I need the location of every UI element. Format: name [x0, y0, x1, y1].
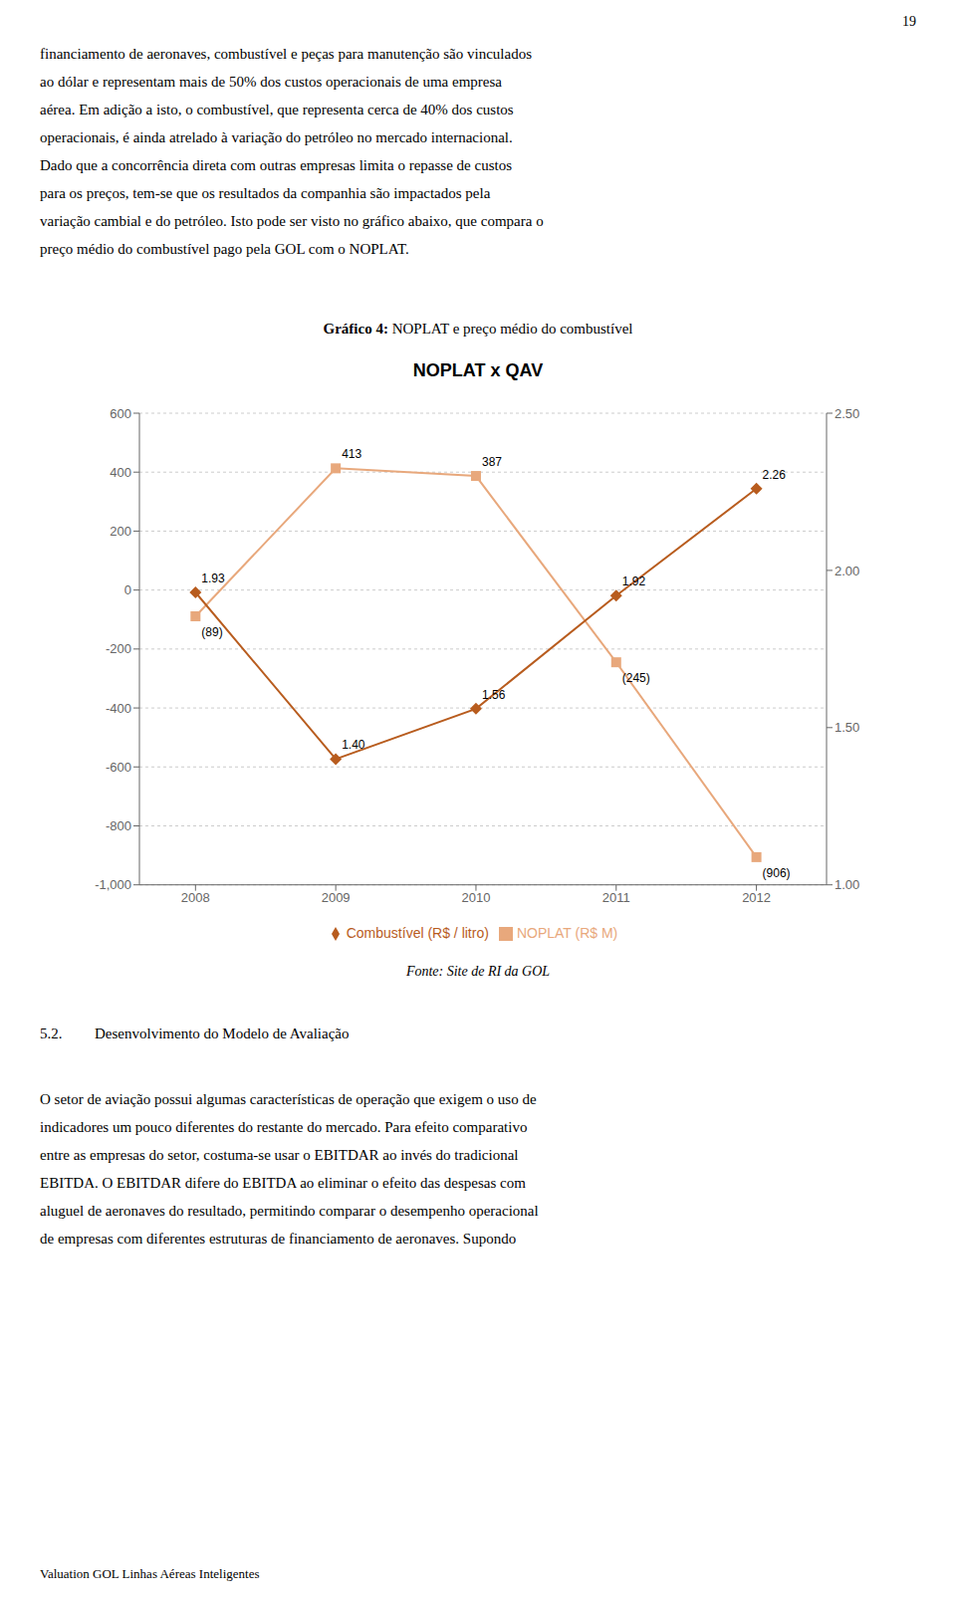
svg-text:2010: 2010 — [461, 890, 490, 906]
html-text:variação cambial e do petróleo: variação cambial e do petróleo. Isto pod… — [39, 213, 544, 230]
html-text:Combustível (R$ / litro): Combustível (R$ / litro) — [346, 924, 489, 941]
svg-text:-600: -600 — [105, 759, 132, 775]
svg-text:1.92: 1.92 — [622, 574, 647, 589]
svg-text:200: 200 — [109, 523, 132, 539]
svg-text:2.26: 2.26 — [762, 468, 787, 482]
svg-text:-400: -400 — [105, 701, 132, 717]
svg-text:387: 387 — [481, 455, 502, 470]
html-text:Desenvolvimento do Modelo de A: Desenvolvimento do Modelo de Avaliação — [94, 1025, 350, 1042]
svg-text:(245): (245) — [622, 671, 651, 686]
svg-text:413: 413 — [341, 447, 362, 462]
html-text:entre as empresas do setor, co: entre as empresas do setor, costuma-se u… — [39, 1147, 519, 1164]
svg-text:1.93: 1.93 — [201, 571, 226, 586]
svg-text:1.40: 1.40 — [341, 737, 366, 752]
svg-text:600: 600 — [109, 406, 132, 422]
svg-text:-800: -800 — [105, 818, 132, 834]
html-text:NOPLAT (R$ M): NOPLAT (R$ M) — [516, 924, 618, 941]
svg-text:2008: 2008 — [181, 890, 211, 906]
svg-text:0: 0 — [124, 582, 132, 598]
svg-text:2011: 2011 — [602, 890, 631, 906]
svg-text:1.56: 1.56 — [481, 688, 506, 703]
svg-text:-200: -200 — [105, 641, 132, 657]
svg-text:1.00: 1.00 — [834, 877, 860, 893]
html-text:aérea. Em adição a isto, o com: aérea. Em adição a isto, o combustível, … — [39, 101, 514, 118]
svg-text:-1,000: -1,000 — [94, 877, 132, 893]
svg-text:400: 400 — [109, 465, 132, 480]
html-text:Dado que a concorrência direta: Dado que a concorrência direta com outra… — [39, 157, 512, 174]
html-text:O setor de aviação possui algu: O setor de aviação possui algumas caract… — [39, 1091, 537, 1108]
html-text:19: 19 — [902, 13, 917, 29]
svg-text:(906): (906) — [762, 866, 791, 881]
html-text:NOPLAT x QAV: NOPLAT x QAV — [413, 360, 543, 381]
html-text:operacionais, é ainda atrelado: operacionais, é ainda atrelado à variaçã… — [39, 129, 513, 146]
html-text:de empresas com diferentes est: de empresas com diferentes estruturas de… — [39, 1230, 517, 1247]
html-text:Gráfico 4: NOPLAT e preço médi: Gráfico 4: NOPLAT e preço médio do combu… — [323, 320, 633, 337]
svg-text:2012: 2012 — [741, 890, 771, 906]
html-text:aluguel de aeronaves do result: aluguel de aeronaves do resultado, permi… — [39, 1202, 539, 1219]
html-text:preço médio do combustível pag: preço médio do combustível pago pela GOL… — [39, 240, 410, 257]
svg-text:(89): (89) — [201, 625, 223, 640]
html-text:Fonte: Site de RI da GOL: Fonte: Site de RI da GOL — [406, 963, 550, 979]
html-text:EBITDA. O EBITDAR difere do EB: EBITDA. O EBITDAR difere do EBITDA ao el… — [39, 1175, 526, 1192]
svg-text:2.00: 2.00 — [834, 563, 860, 579]
html-text:indicadores um pouco diferente: indicadores um pouco diferentes do resta… — [39, 1119, 528, 1136]
html-text:para os preços, tem-se que os: para os preços, tem-se que os resultados… — [39, 185, 491, 202]
html-text:financiamento de aeronaves, co: financiamento de aeronaves, combustível … — [39, 45, 532, 62]
svg-text:2.50: 2.50 — [834, 406, 860, 422]
svg-text:1.50: 1.50 — [834, 719, 860, 735]
html-text:ao dólar e representam mais de: ao dólar e representam mais de 50% dos c… — [39, 73, 502, 90]
html-text:5.2.: 5.2. — [39, 1025, 63, 1042]
svg-text:2009: 2009 — [321, 890, 351, 906]
html-text:Valuation GOL Linhas Aéreas In: Valuation GOL Linhas Aéreas Inteligentes — [39, 1566, 260, 1582]
